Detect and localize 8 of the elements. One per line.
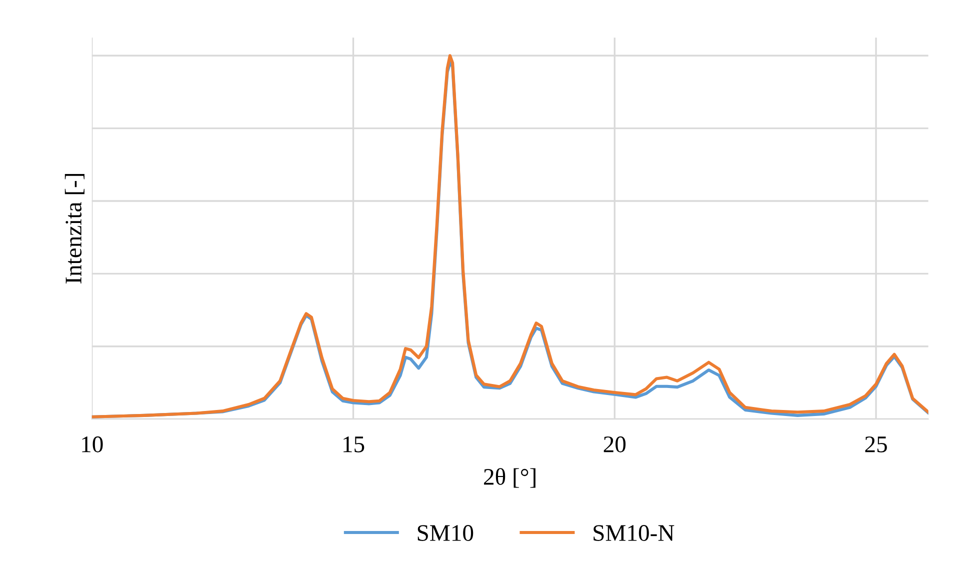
y-axis-title: Intenzita [-] [64,174,84,284]
x-axis-title: 2θ [°] [484,468,536,488]
x-tick-label: 10 [82,436,103,452]
legend-label: SM10 [418,525,474,541]
x-tick-label: 20 [604,436,626,452]
legend-label: SM10-N [594,525,674,541]
x-tick-label: 25 [865,436,887,452]
x-tick-label: 15 [344,436,364,452]
